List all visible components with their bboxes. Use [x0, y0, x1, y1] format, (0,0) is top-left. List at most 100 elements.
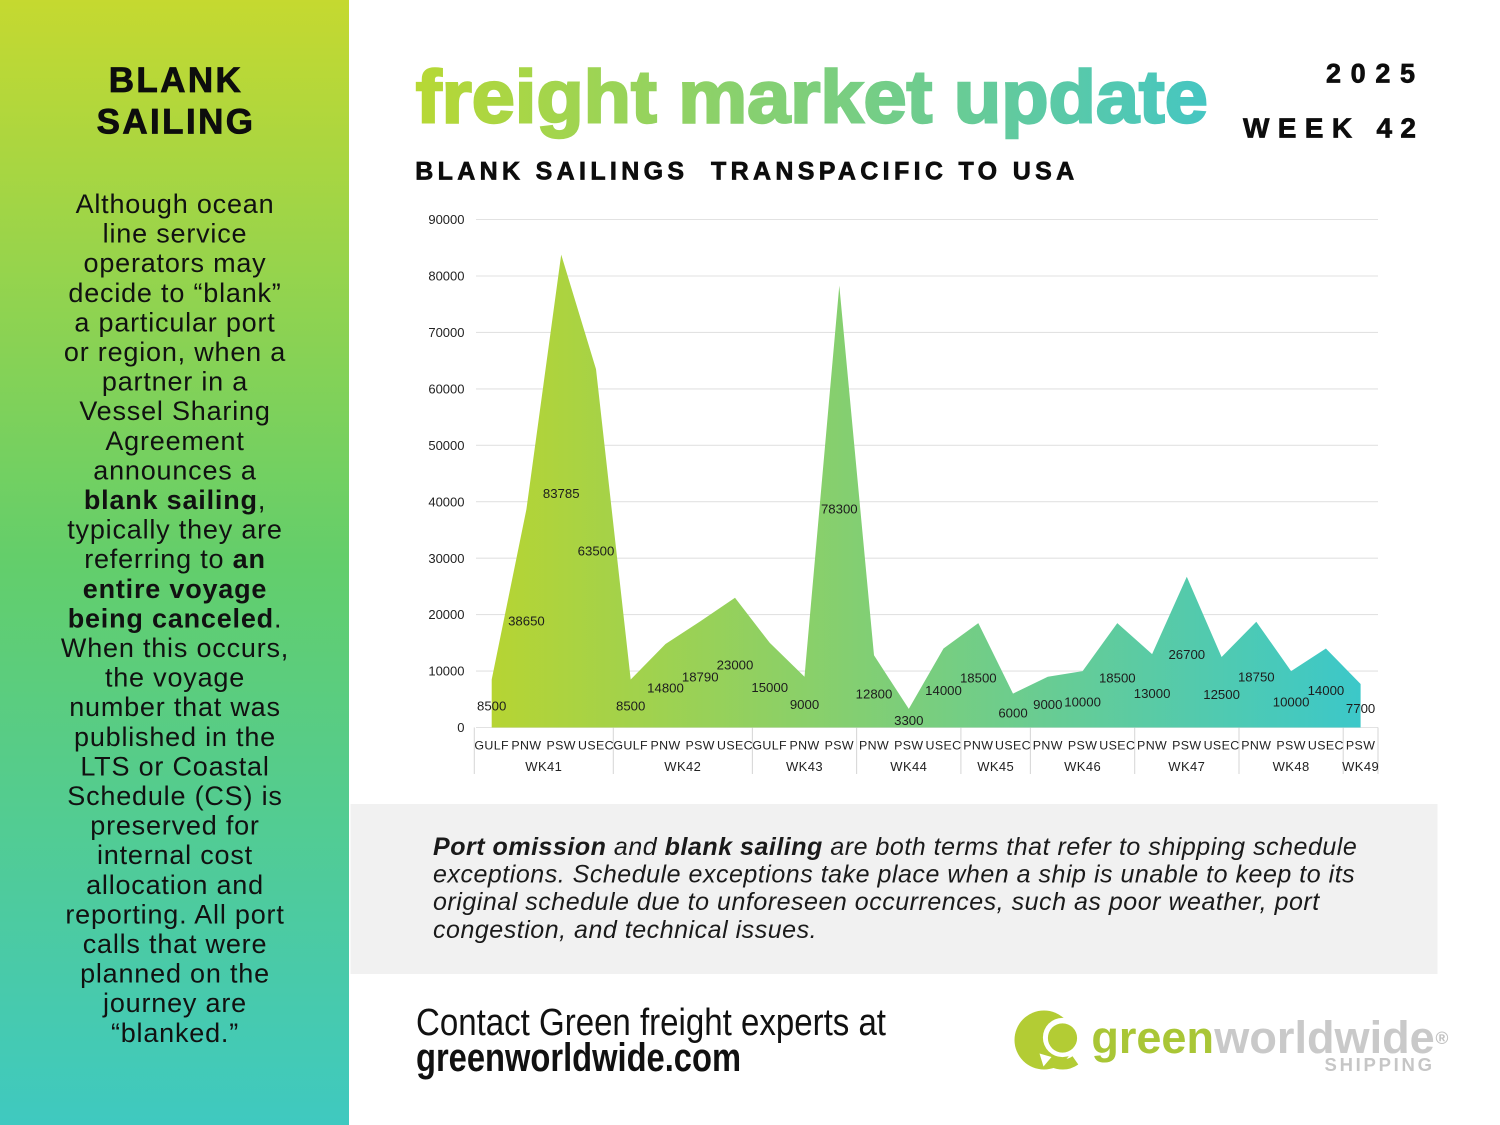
svg-text:PSW: PSW — [1068, 738, 1097, 752]
svg-text:14800: 14800 — [647, 681, 684, 696]
svg-text:calls that were: calls that were — [83, 929, 268, 959]
svg-text:Vessel Sharing: Vessel Sharing — [79, 396, 270, 426]
svg-text:PNW: PNW — [650, 738, 680, 752]
svg-text:Agreement: Agreement — [105, 426, 244, 456]
svg-text:BLANK SAILINGS TRANSPACIFIC T: BLANK SAILINGS TRANSPACIFIC TO USA — [415, 158, 1074, 186]
svg-text:USEC: USEC — [717, 738, 753, 752]
svg-text:PNW: PNW — [1137, 738, 1167, 752]
svg-text:WK44: WK44 — [890, 759, 927, 774]
svg-text:8500: 8500 — [616, 699, 645, 714]
svg-text:13000: 13000 — [1134, 686, 1171, 701]
svg-text:or region, when a: or region, when a — [64, 337, 286, 367]
svg-text:PNW: PNW — [511, 738, 541, 752]
svg-text:WK48: WK48 — [1273, 759, 1310, 774]
svg-text:23000: 23000 — [717, 658, 754, 673]
svg-text:reporting. All port: reporting. All port — [65, 899, 284, 929]
svg-text:18500: 18500 — [1099, 670, 1136, 685]
svg-text:internal cost: internal cost — [97, 840, 253, 870]
svg-text:green: green — [1091, 1012, 1214, 1063]
svg-text:a particular port: a particular port — [74, 307, 275, 337]
svg-text:20000: 20000 — [428, 607, 464, 622]
svg-text:9000: 9000 — [1033, 697, 1062, 712]
svg-text:18500: 18500 — [960, 670, 997, 685]
svg-text:26700: 26700 — [1168, 647, 1205, 662]
svg-text:WK45: WK45 — [977, 759, 1014, 774]
svg-text:WK43: WK43 — [786, 759, 823, 774]
svg-text:10000: 10000 — [1273, 694, 1310, 709]
svg-text:greenworldwide.com: greenworldwide.com — [416, 1036, 741, 1080]
svg-text:preserved for: preserved for — [90, 811, 259, 841]
svg-text:planned on the: planned on the — [80, 959, 270, 989]
svg-text:90000: 90000 — [428, 212, 464, 227]
svg-text:worldwide: worldwide — [1213, 1012, 1434, 1063]
svg-text:GULF: GULF — [474, 738, 509, 752]
svg-text:partner in a: partner in a — [102, 367, 248, 397]
svg-text:SHIPPING: SHIPPING — [1325, 1054, 1433, 1075]
svg-text:12500: 12500 — [1203, 687, 1240, 702]
svg-text:freight market update: freight market update — [416, 55, 1208, 138]
svg-text:Schedule (CS) is: Schedule (CS) is — [67, 781, 282, 811]
svg-text:Contact Green freight experts: Contact Green freight experts at — [416, 1002, 886, 1044]
svg-text:40000: 40000 — [428, 494, 464, 509]
svg-text:exceptions. Schedule exception: exceptions. Schedule exceptions take pla… — [433, 861, 1355, 889]
svg-text:“blanked.”: “blanked.” — [111, 1018, 239, 1048]
svg-text:WK47: WK47 — [1168, 759, 1205, 774]
svg-text:38650: 38650 — [508, 613, 545, 628]
svg-text:operators may: operators may — [84, 248, 267, 278]
svg-text:®: ® — [1436, 1028, 1449, 1048]
svg-text:Although ocean: Although ocean — [76, 189, 275, 219]
svg-text:WK41: WK41 — [525, 759, 562, 774]
svg-text:GULF: GULF — [613, 738, 648, 752]
svg-text:83785: 83785 — [543, 486, 580, 501]
svg-text:USEC: USEC — [1308, 738, 1344, 752]
svg-text:original schedule due to unfor: original schedule due to unforeseen occu… — [433, 888, 1320, 916]
svg-text:GULF: GULF — [752, 738, 787, 752]
svg-text:9000: 9000 — [790, 697, 819, 712]
svg-text:PNW: PNW — [859, 738, 889, 752]
svg-text:18790: 18790 — [682, 670, 719, 685]
svg-text:USEC: USEC — [925, 738, 961, 752]
svg-text:PSW: PSW — [1276, 738, 1305, 752]
svg-text:blank sailing,: blank sailing, — [84, 485, 266, 515]
svg-text:PSW: PSW — [825, 738, 854, 752]
svg-text:50000: 50000 — [428, 438, 464, 453]
svg-text:70000: 70000 — [428, 325, 464, 340]
svg-text:18750: 18750 — [1238, 670, 1275, 685]
svg-text:LTS or Coastal: LTS or Coastal — [80, 751, 269, 781]
svg-text:60000: 60000 — [428, 382, 464, 397]
svg-text:announces a: announces a — [93, 455, 257, 485]
svg-text:USEC: USEC — [1204, 738, 1240, 752]
svg-text:PSW: PSW — [1172, 738, 1201, 752]
svg-text:USEC: USEC — [578, 738, 614, 752]
svg-text:published in the: published in the — [74, 722, 276, 752]
svg-text:SAILING: SAILING — [97, 102, 256, 141]
svg-text:PSW: PSW — [1346, 738, 1375, 752]
svg-text:10000: 10000 — [1064, 694, 1101, 709]
svg-text:8500: 8500 — [477, 699, 506, 714]
svg-text:referring to an: referring to an — [84, 544, 266, 574]
svg-text:USEC: USEC — [995, 738, 1031, 752]
svg-text:6000: 6000 — [998, 706, 1027, 721]
svg-text:63500: 63500 — [578, 543, 615, 558]
svg-text:WK46: WK46 — [1064, 759, 1101, 774]
svg-text:number that was: number that was — [69, 692, 281, 722]
svg-text:PSW: PSW — [685, 738, 714, 752]
svg-text:WK42: WK42 — [664, 759, 701, 774]
svg-text:80000: 80000 — [428, 269, 464, 284]
svg-text:Port omission and blank sailin: Port omission and blank sailing are both… — [433, 833, 1357, 861]
svg-text:14000: 14000 — [925, 683, 962, 698]
svg-text:decide to “blank”: decide to “blank” — [68, 278, 281, 308]
svg-text:the voyage: the voyage — [105, 663, 245, 693]
svg-text:PSW: PSW — [894, 738, 923, 752]
svg-text:WK49: WK49 — [1342, 759, 1379, 774]
svg-text:PSW: PSW — [546, 738, 575, 752]
svg-text:line service: line service — [103, 219, 248, 249]
svg-text:3300: 3300 — [894, 713, 923, 728]
svg-text:14000: 14000 — [1308, 683, 1345, 698]
svg-text:78300: 78300 — [821, 502, 858, 517]
svg-text:allocation and: allocation and — [86, 870, 264, 900]
svg-text:typically they are: typically they are — [67, 515, 283, 545]
svg-text:PNW: PNW — [963, 738, 993, 752]
svg-text:30000: 30000 — [428, 551, 464, 566]
svg-text:USEC: USEC — [1099, 738, 1135, 752]
